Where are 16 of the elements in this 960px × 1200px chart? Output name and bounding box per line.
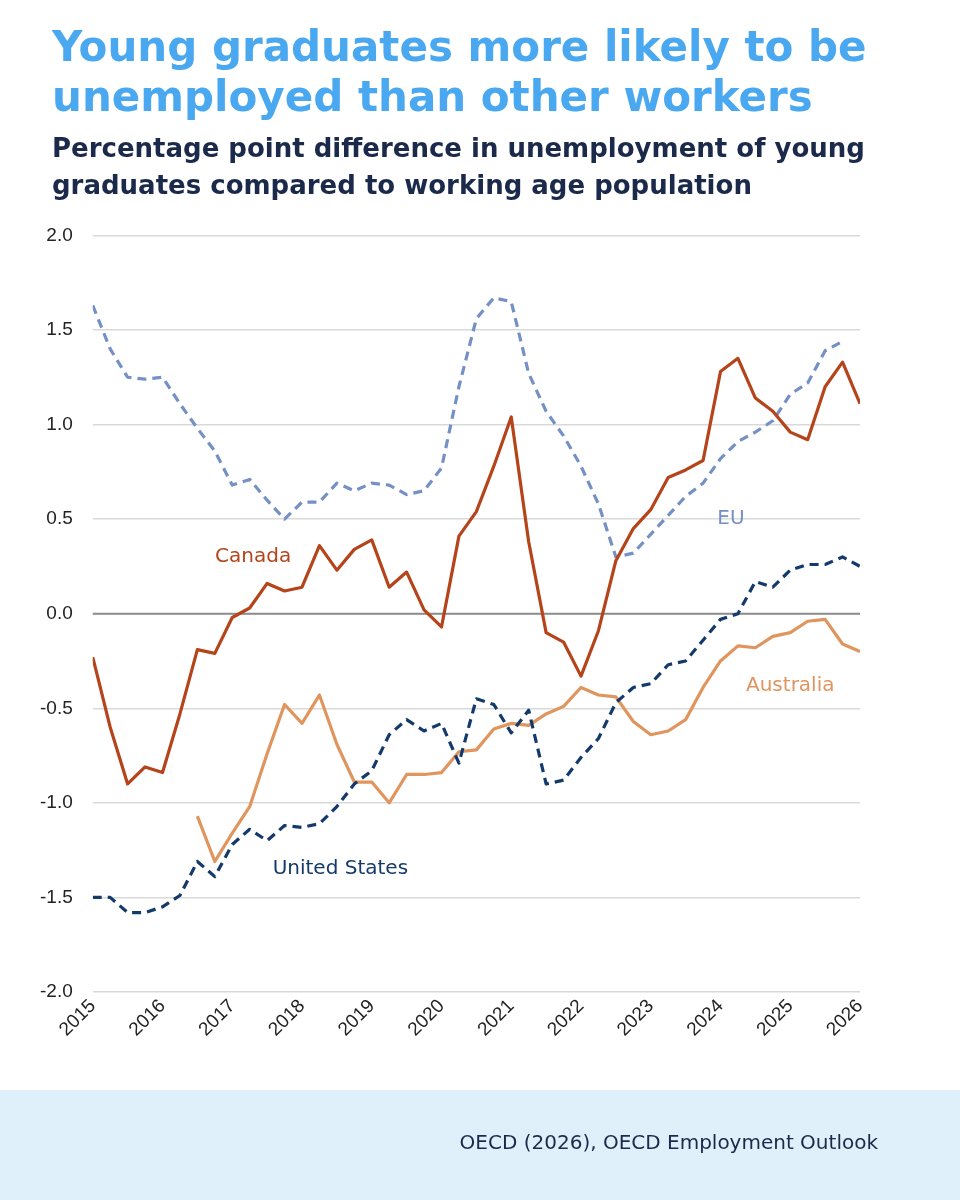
text: OECD (2026), OECD Employment Outlook (459, 1130, 878, 1154)
y-tick-label: -1.5 (39, 885, 73, 907)
series-label: Australia (746, 671, 835, 696)
chart-title: Young graduates more likely to be unemployed than other workers (52, 22, 868, 122)
series-label: Canada (215, 543, 292, 568)
y-tick-label: -1.0 (39, 791, 73, 813)
series-label: EU (717, 505, 745, 530)
y-tick-label: 0.0 (46, 601, 73, 623)
series-label: United States (272, 855, 409, 880)
chart-subtitle: Percentage point difference in unemployment of young graduates compared to working age population (52, 132, 866, 202)
y-tick-label: 2.0 (46, 223, 73, 245)
y-tick-label: 0.5 (46, 507, 73, 529)
y-tick-label: 1.5 (46, 318, 73, 340)
y-tick-label: -2.0 (39, 980, 73, 1002)
y-tick-label: 1.0 (46, 412, 73, 434)
y-tick-label: -0.5 (39, 696, 73, 718)
